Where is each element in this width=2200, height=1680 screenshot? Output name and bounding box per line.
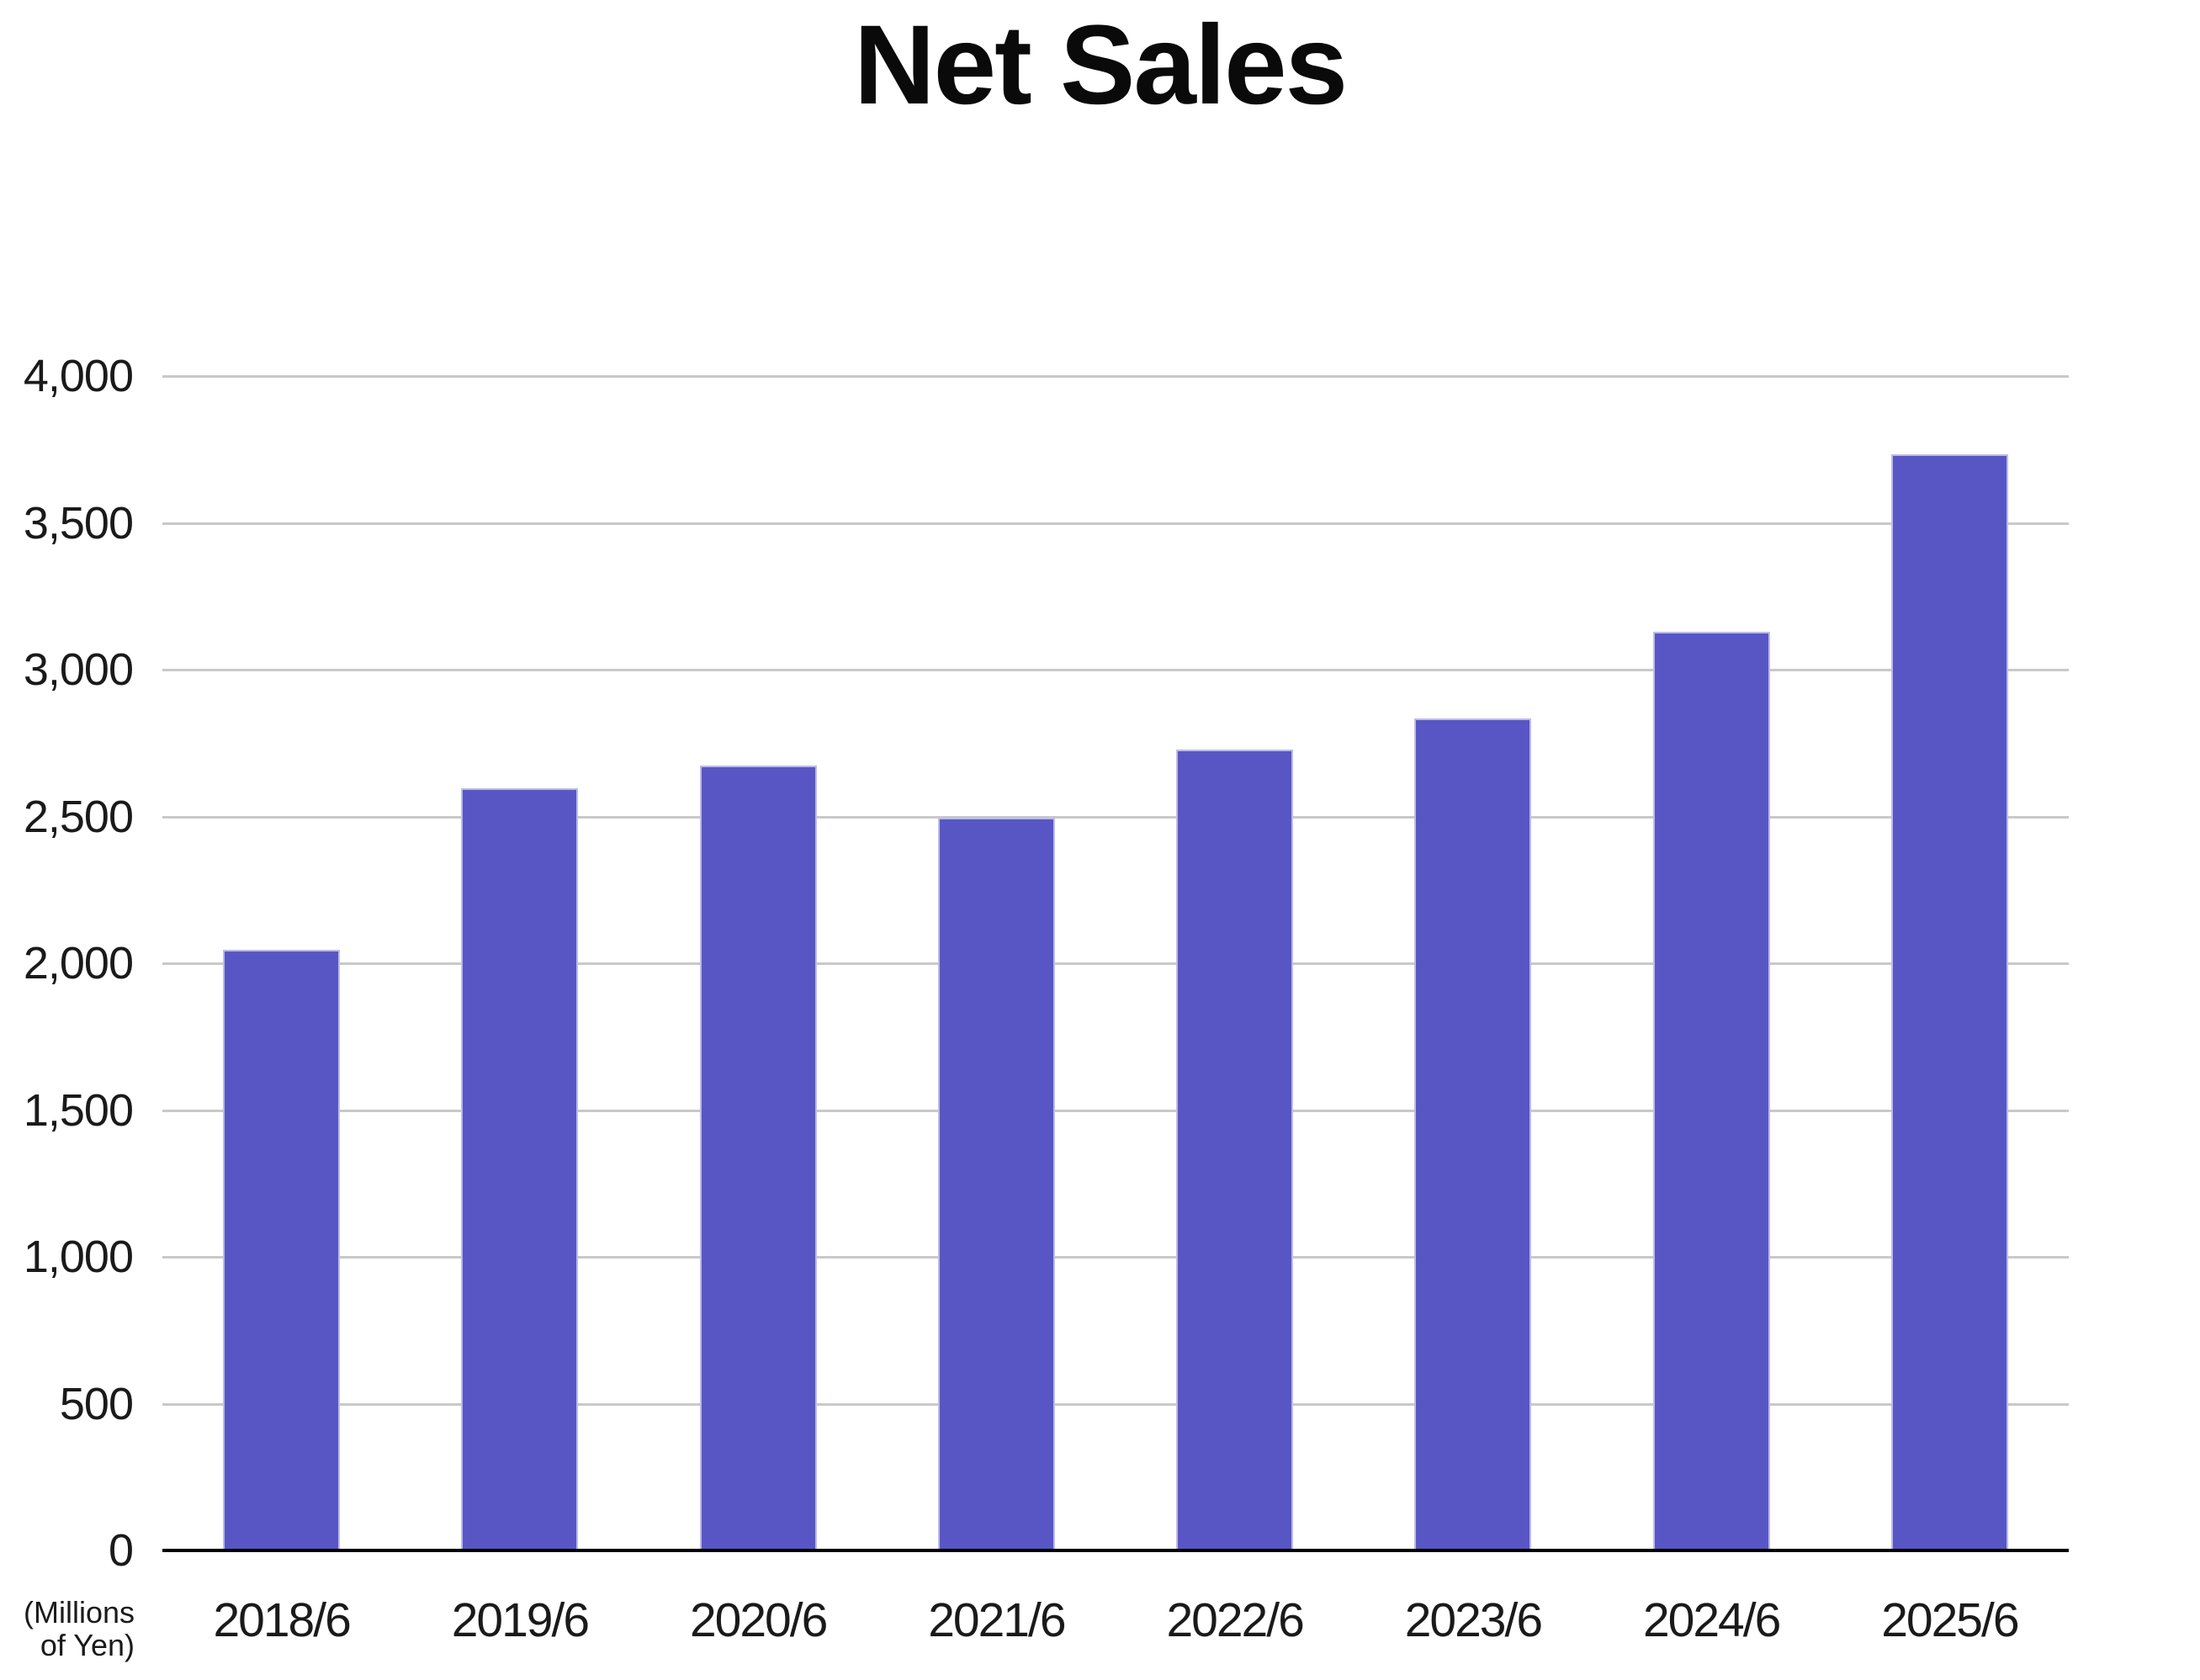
y-tick-label-500: 500: [59, 1378, 134, 1429]
bar-2019-6: [461, 788, 579, 1550]
x-axis-line: [162, 1549, 2069, 1552]
x-tick-label-2020-6: 2020/6: [689, 1593, 828, 1647]
y-axis-unit-label: (Millions of Yen): [0, 1596, 135, 1661]
x-tick-label-2023-6: 2023/6: [1404, 1593, 1543, 1647]
bar-2020-6: [699, 766, 817, 1550]
x-tick-label-2021-6: 2021/6: [928, 1593, 1066, 1647]
x-tick-label-2024-6: 2024/6: [1642, 1593, 1781, 1647]
x-tick-label-2025-6: 2025/6: [1881, 1593, 2019, 1647]
gridline-2000: [162, 962, 2069, 965]
x-tick-label-2019-6: 2019/6: [451, 1593, 590, 1647]
y-tick-label-3500: 3,500: [23, 497, 134, 549]
x-tick-label-2022-6: 2022/6: [1166, 1593, 1304, 1647]
y-tick-label-2000: 2,000: [23, 938, 134, 988]
gridline-4000: [162, 375, 2069, 378]
chart-title: Net Sales: [853, 3, 1348, 128]
x-tick-label-2018-6: 2018/6: [213, 1593, 351, 1647]
y-tick-label-0: 0: [108, 1525, 134, 1576]
bar-2025-6: [1890, 454, 2008, 1550]
gridline-3500: [162, 522, 2069, 525]
gridline-1500: [162, 1109, 2069, 1112]
gridline-1000: [162, 1256, 2069, 1259]
y-tick-label-4000: 4,000: [23, 351, 134, 401]
bar-2018-6: [223, 950, 341, 1550]
y-tick-label-1500: 1,500: [23, 1084, 134, 1136]
bar-2024-6: [1652, 631, 1770, 1550]
y-tick-label-2500: 2,500: [23, 791, 134, 842]
bar-2022-6: [1176, 749, 1294, 1550]
y-tick-label-3000: 3,000: [23, 644, 134, 695]
plot-area: [162, 375, 2069, 1552]
unit-label-line2: of Yen): [40, 1628, 135, 1662]
unit-label-line1: (Millions: [23, 1595, 135, 1630]
gridline-3000: [162, 669, 2069, 671]
gridline-500: [162, 1402, 2069, 1406]
y-tick-label-1000: 1,000: [23, 1232, 134, 1282]
bar-2021-6: [937, 817, 1055, 1550]
bar-2023-6: [1414, 718, 1532, 1550]
gridline-2500: [162, 815, 2069, 819]
